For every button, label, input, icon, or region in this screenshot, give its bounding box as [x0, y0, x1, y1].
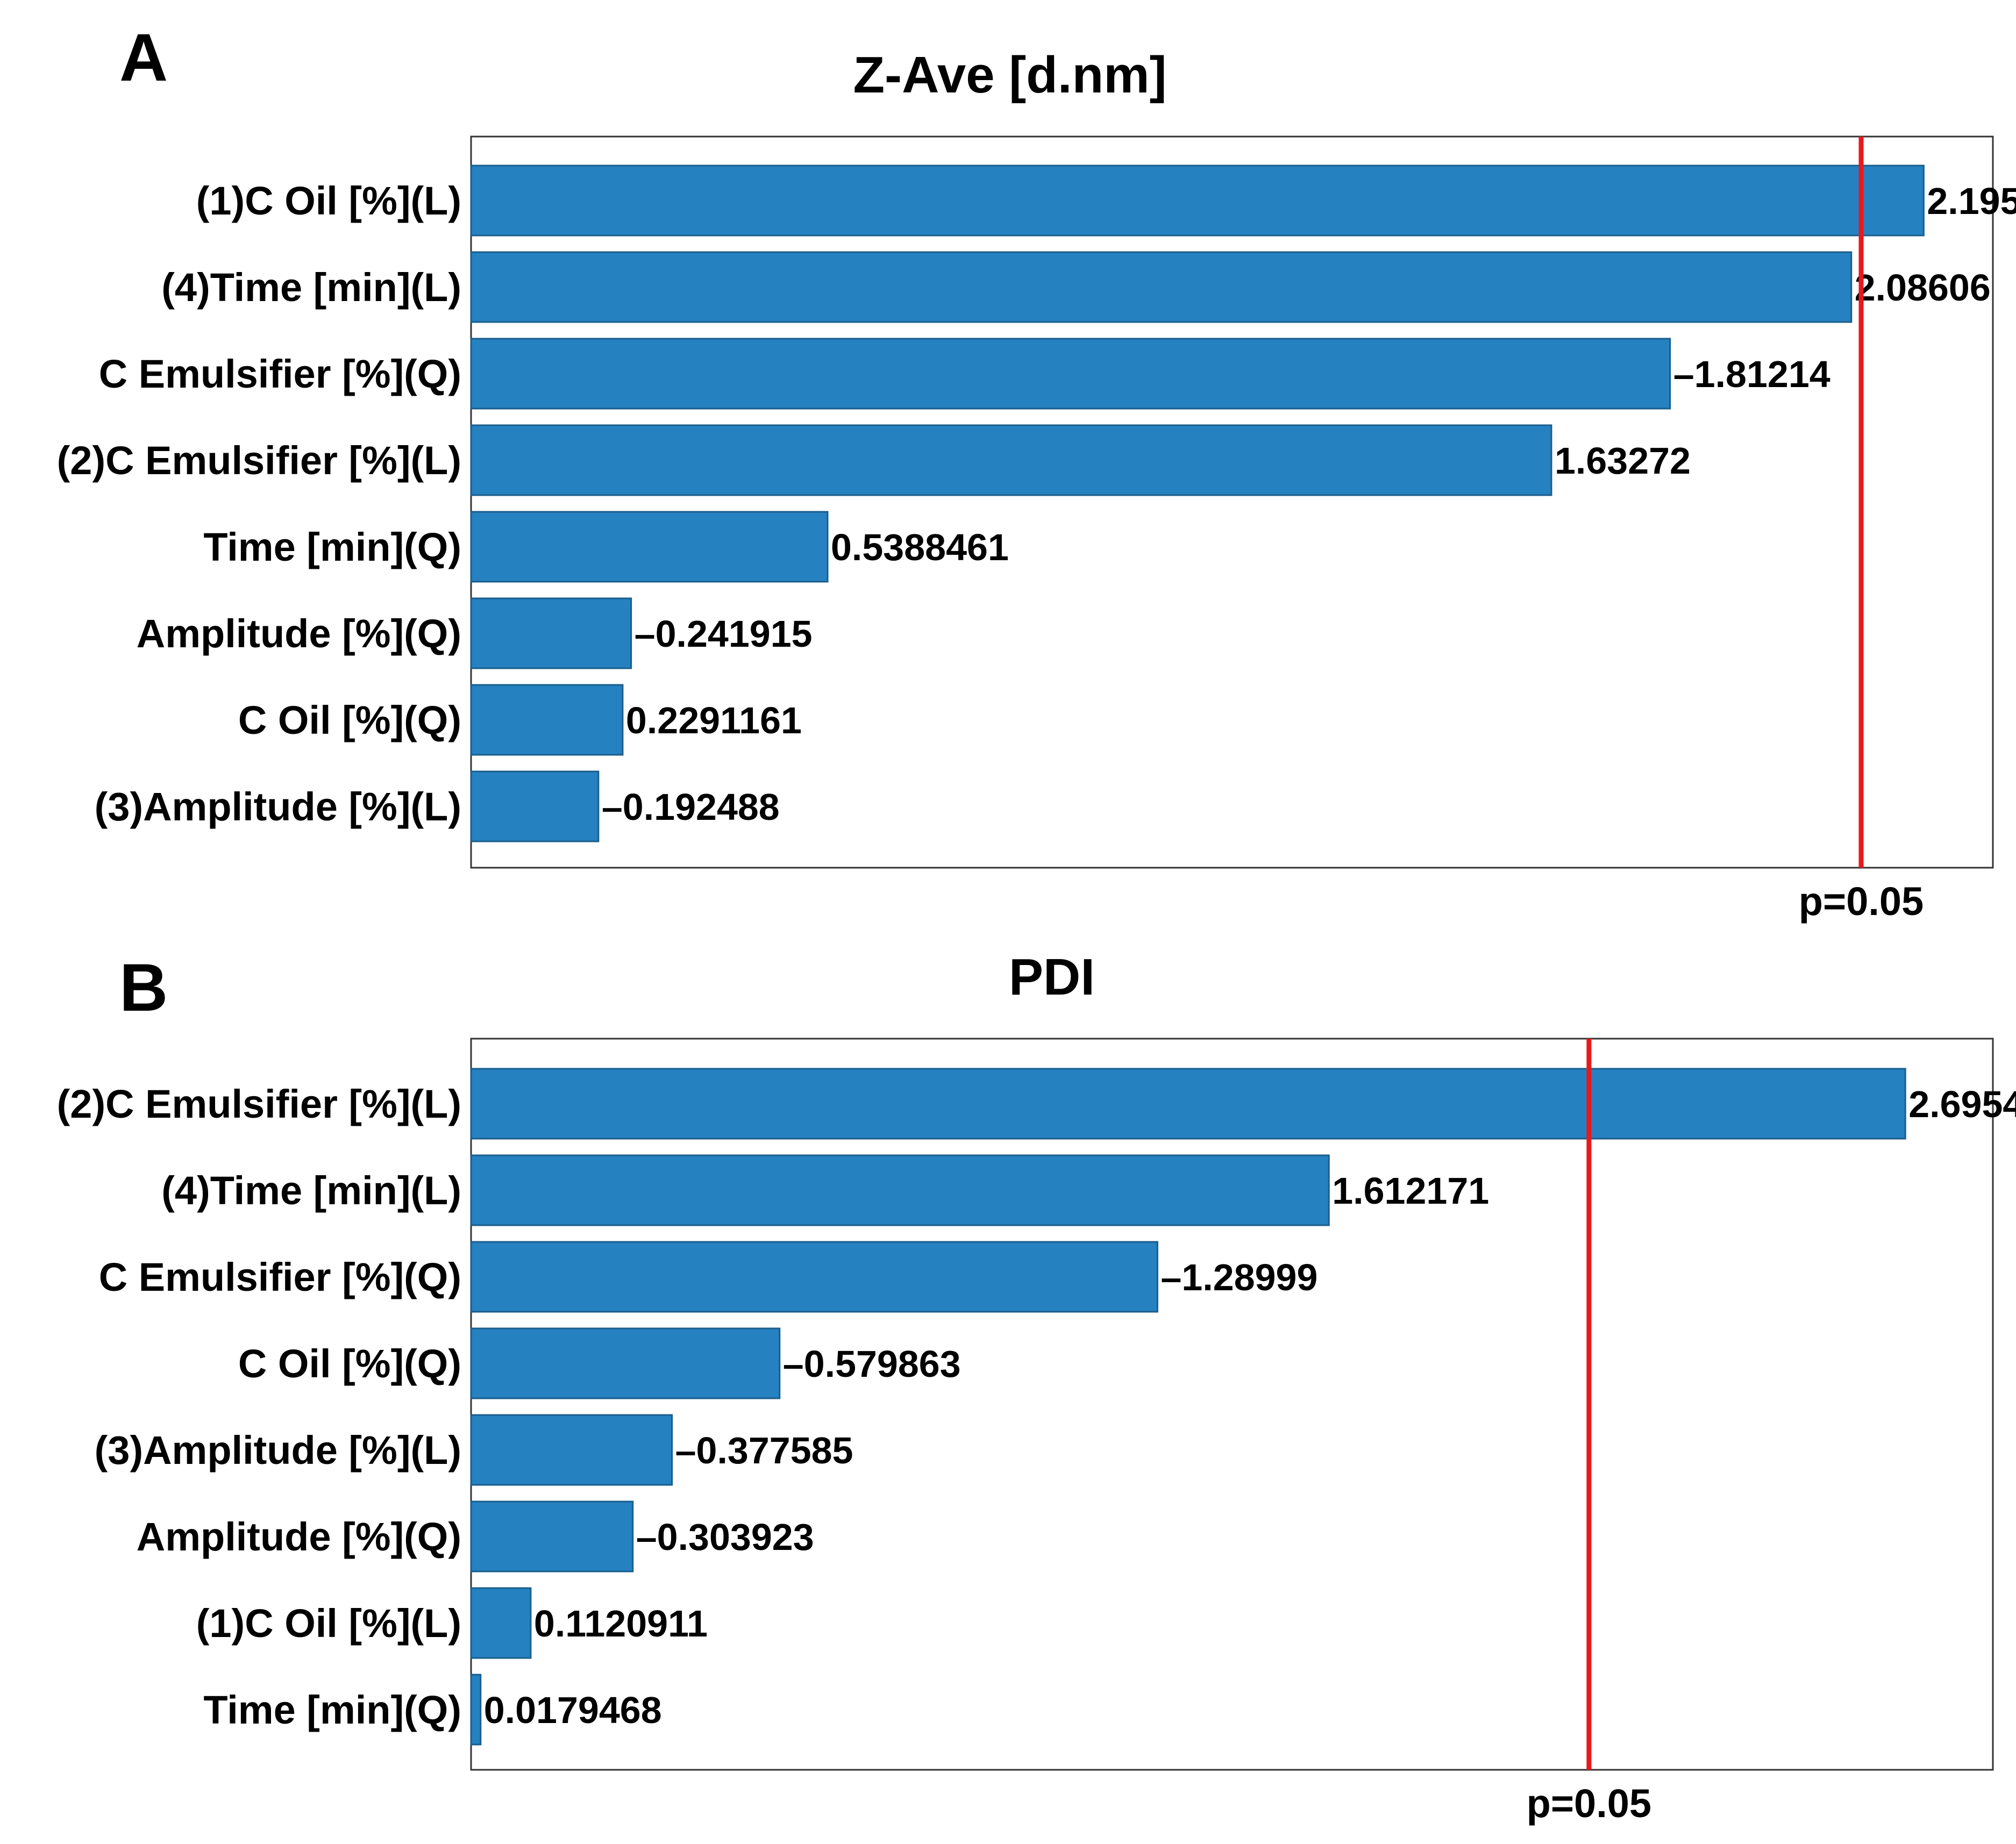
value-label-b-3: –1.28999: [1160, 1256, 1317, 1298]
bar-a-7: [470, 684, 624, 756]
bar-b-3: [470, 1241, 1158, 1313]
category-label-b-3: C Emulsifier [%](Q): [99, 1255, 461, 1299]
value-labels-b: 2.69548 1.612171 –1.28999 –0.579863 –0.37758…: [484, 1083, 2016, 1731]
value-label-a-6: –0.241915: [635, 613, 813, 655]
category-label-b-8: Time [min](Q): [203, 1688, 461, 1732]
reference-label-b: p=0.05: [1527, 1781, 1651, 1826]
value-label-a-3: –1.81214: [1673, 353, 1830, 395]
bar-a-6: [470, 597, 632, 669]
value-label-b-2: 1.612171: [1332, 1170, 1489, 1212]
value-label-a-8: –0.192488: [602, 786, 780, 828]
bar-a-3: [470, 338, 1671, 410]
plot-frame-b: [470, 1038, 1994, 1771]
value-label-b-1: 2.69548: [1908, 1083, 2016, 1125]
category-label-b-5: (3)Amplitude [%](L): [95, 1428, 461, 1473]
category-label-a-8: (3)Amplitude [%](L): [95, 784, 461, 829]
category-labels-b: (2)C Emulsifier [%](L) (4)Time [min](L) C …: [57, 1082, 461, 1732]
value-label-a-2: 2.08606: [1855, 267, 1991, 309]
value-label-a-5: 0.5388461: [831, 526, 1009, 568]
value-label-a-4: 1.63272: [1555, 440, 1691, 482]
category-label-a-6: Amplitude [%](Q): [137, 611, 461, 656]
category-label-b-2: (4)Time [min](L): [161, 1168, 461, 1213]
bar-b-2: [470, 1154, 1330, 1226]
value-label-b-5: –0.377585: [675, 1430, 853, 1471]
category-label-b-4: C Oil [%](Q): [238, 1341, 461, 1386]
category-label-a-2: (4)Time [min](L): [161, 265, 461, 310]
bar-a-2: [470, 251, 1853, 323]
category-label-a-1: (1)C Oil [%](L): [196, 178, 461, 223]
chart-title-a: Z-Ave [d.nm]: [853, 46, 1166, 104]
bar-group-a: [470, 165, 1925, 842]
bar-b-7: [470, 1587, 532, 1659]
panel-b: B PDI (2)C Emulsifier [%](L) (4)Time [min…: [57, 948, 2016, 1826]
value-label-b-7: 0.1120911: [534, 1603, 708, 1645]
category-label-a-7: C Oil [%](Q): [238, 698, 461, 742]
category-label-a-4: (2)C Emulsifier [%](L): [57, 438, 461, 483]
bar-a-1: [470, 165, 1925, 237]
bar-a-8: [470, 770, 600, 842]
value-label-a-7: 0.2291161: [626, 699, 802, 741]
bar-group-b: [470, 1068, 1906, 1746]
value-labels-a: 2.19545 2.08606 –1.81214 1.63272 0.5388461 –0…: [602, 180, 2016, 828]
value-label-b-8: 0.0179468: [484, 1689, 662, 1731]
bar-b-4: [470, 1327, 781, 1399]
chart-title-b: PDI: [1009, 948, 1095, 1006]
bar-b-1: [470, 1068, 1906, 1140]
value-label-a-1: 2.19545: [1927, 180, 2016, 222]
category-label-b-6: Amplitude [%](Q): [137, 1514, 461, 1559]
bar-b-6: [470, 1500, 634, 1573]
panel-letter-b: B: [119, 950, 168, 1025]
category-label-a-3: C Emulsifier [%](Q): [99, 352, 461, 396]
category-label-b-7: (1)C Oil [%](L): [196, 1601, 461, 1646]
bar-a-4: [470, 424, 1552, 496]
category-labels-a: (1)C Oil [%](L) (4)Time [min](L) C Emulsif…: [57, 178, 461, 829]
bar-b-5: [470, 1414, 673, 1486]
value-label-b-4: –0.579863: [783, 1343, 961, 1385]
value-label-b-6: –0.303923: [636, 1516, 814, 1558]
panel-a: A Z-Ave [d.nm] (1)C Oil [%](L) (4)Time [m…: [57, 20, 2016, 924]
panel-letter-a: A: [119, 20, 168, 95]
category-label-b-1: (2)C Emulsifier [%](L): [57, 1082, 461, 1126]
plot-frame-a: [470, 135, 1994, 869]
category-label-a-5: Time [min](Q): [203, 525, 461, 569]
reference-label-a: p=0.05: [1799, 879, 1924, 924]
bar-b-8: [470, 1674, 482, 1746]
bar-a-5: [470, 511, 829, 583]
